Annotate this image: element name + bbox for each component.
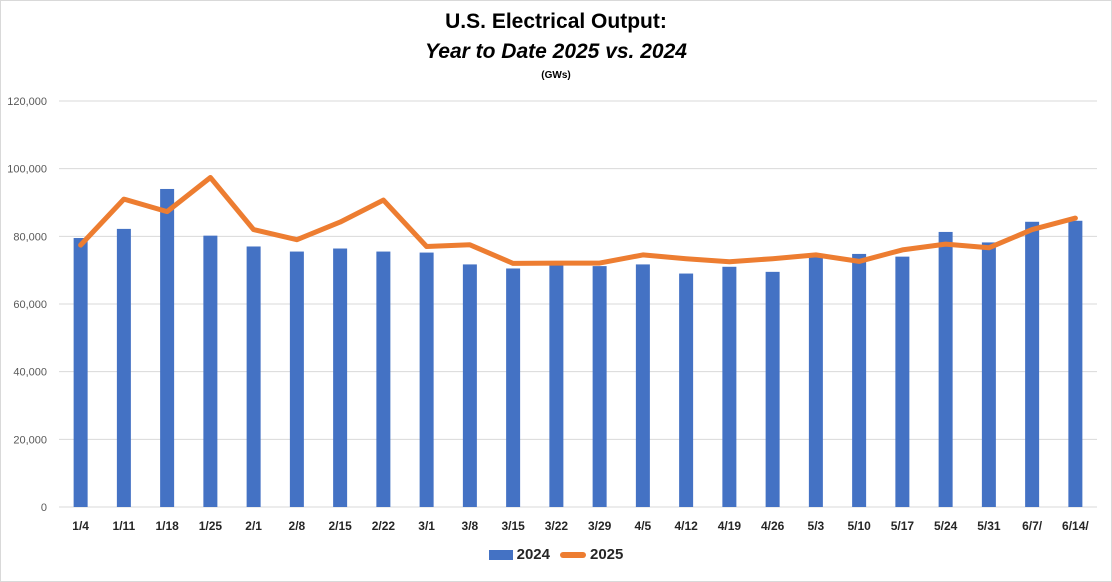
y-tick-label: 80,000 (13, 231, 47, 243)
bar-2024 (852, 253, 867, 507)
bar-2024 (808, 256, 823, 507)
y-axis-ticks: 0 20,000 40,000 60,000 80,000 100,000 120,000 (7, 96, 47, 514)
y-tick-label: 40,000 (13, 367, 47, 379)
y-tick-label: 60,000 (13, 299, 47, 311)
x-tick-label: 3/8 (462, 519, 479, 533)
chart-title-italic: Year to Date 2025 vs. 2024 (425, 40, 687, 63)
x-tick-label: 6/14/ (1062, 519, 1089, 533)
legend-label-2024: 2024 (516, 546, 550, 563)
y-tick-label: 100,000 (7, 164, 47, 176)
x-tick-label: 5/10 (847, 519, 871, 533)
bar-2024 (722, 266, 737, 507)
x-tick-label: 1/4 (72, 519, 89, 533)
legend-label-2025: 2025 (590, 546, 624, 563)
x-tick-label: 3/22 (545, 519, 569, 533)
y-tick-label: 0 (41, 502, 47, 514)
bars-2024 (73, 188, 1083, 507)
legend-item-2024: 2024 (488, 546, 550, 563)
legend-swatch-2025 (560, 551, 586, 558)
x-tick-label: 1/25 (199, 519, 223, 533)
x-tick-label: 1/18 (155, 519, 179, 533)
bar-2024 (462, 264, 477, 507)
bar-2024 (592, 266, 607, 507)
x-tick-label: 3/15 (501, 519, 525, 533)
bar-2024 (981, 242, 996, 507)
x-tick-label: 2/1 (245, 519, 262, 533)
x-tick-label: 3/29 (588, 519, 612, 533)
bar-2024 (938, 231, 953, 507)
bar-2024 (765, 271, 780, 507)
y-tick-label: 20,000 (13, 434, 47, 446)
x-axis-ticks: 1/4 1/11 1/18 1/25 2/1 2/8 2/15 2/22 3/1 3/8 3/15 3… (72, 519, 1089, 533)
x-tick-label: 2/22 (372, 519, 396, 533)
y-tick-label: 120,000 (7, 96, 47, 108)
legend: 2024 2025 (0, 546, 1112, 563)
bar-2024 (116, 228, 131, 507)
bar-2024 (376, 251, 391, 507)
x-tick-label: 4/12 (674, 519, 698, 533)
legend-item-2025: 2025 (560, 546, 623, 563)
bar-2024 (549, 264, 564, 507)
gridlines (59, 100, 1097, 508)
bar-2024 (419, 252, 434, 507)
x-tick-label: 2/8 (289, 519, 306, 533)
bar-2024 (73, 238, 88, 507)
x-tick-label: 4/26 (761, 519, 785, 533)
chart-subtitle: (GWs) (541, 70, 571, 81)
x-tick-label: 5/3 (808, 519, 825, 533)
legend-swatch-2024 (488, 549, 513, 560)
x-tick-label: 5/17 (891, 519, 915, 533)
bar-2024 (895, 256, 910, 507)
bar-2024 (1025, 221, 1040, 507)
x-tick-label: 2/15 (328, 519, 352, 533)
bar-2024 (1068, 220, 1083, 507)
x-tick-label: 6/7/ (1022, 519, 1043, 533)
x-tick-label: 1/11 (113, 519, 136, 533)
bar-2024 (506, 268, 521, 507)
bar-2024 (333, 248, 348, 507)
x-tick-label: 4/19 (718, 519, 742, 533)
bar-2024 (160, 188, 175, 507)
bar-2024 (203, 235, 218, 507)
bar-2024 (246, 246, 261, 507)
x-tick-label: 3/1 (418, 519, 435, 533)
x-tick-label: 4/5 (635, 519, 652, 533)
bar-2024 (679, 273, 694, 507)
x-tick-label: 5/31 (977, 519, 1001, 533)
line-2025 (78, 175, 1078, 266)
x-tick-label: 5/24 (934, 519, 958, 533)
bar-2024 (289, 251, 304, 507)
bar-2024 (635, 264, 650, 507)
series-line-2025 (78, 175, 1078, 266)
chart-title: U.S. Electrical Output: (445, 10, 667, 33)
